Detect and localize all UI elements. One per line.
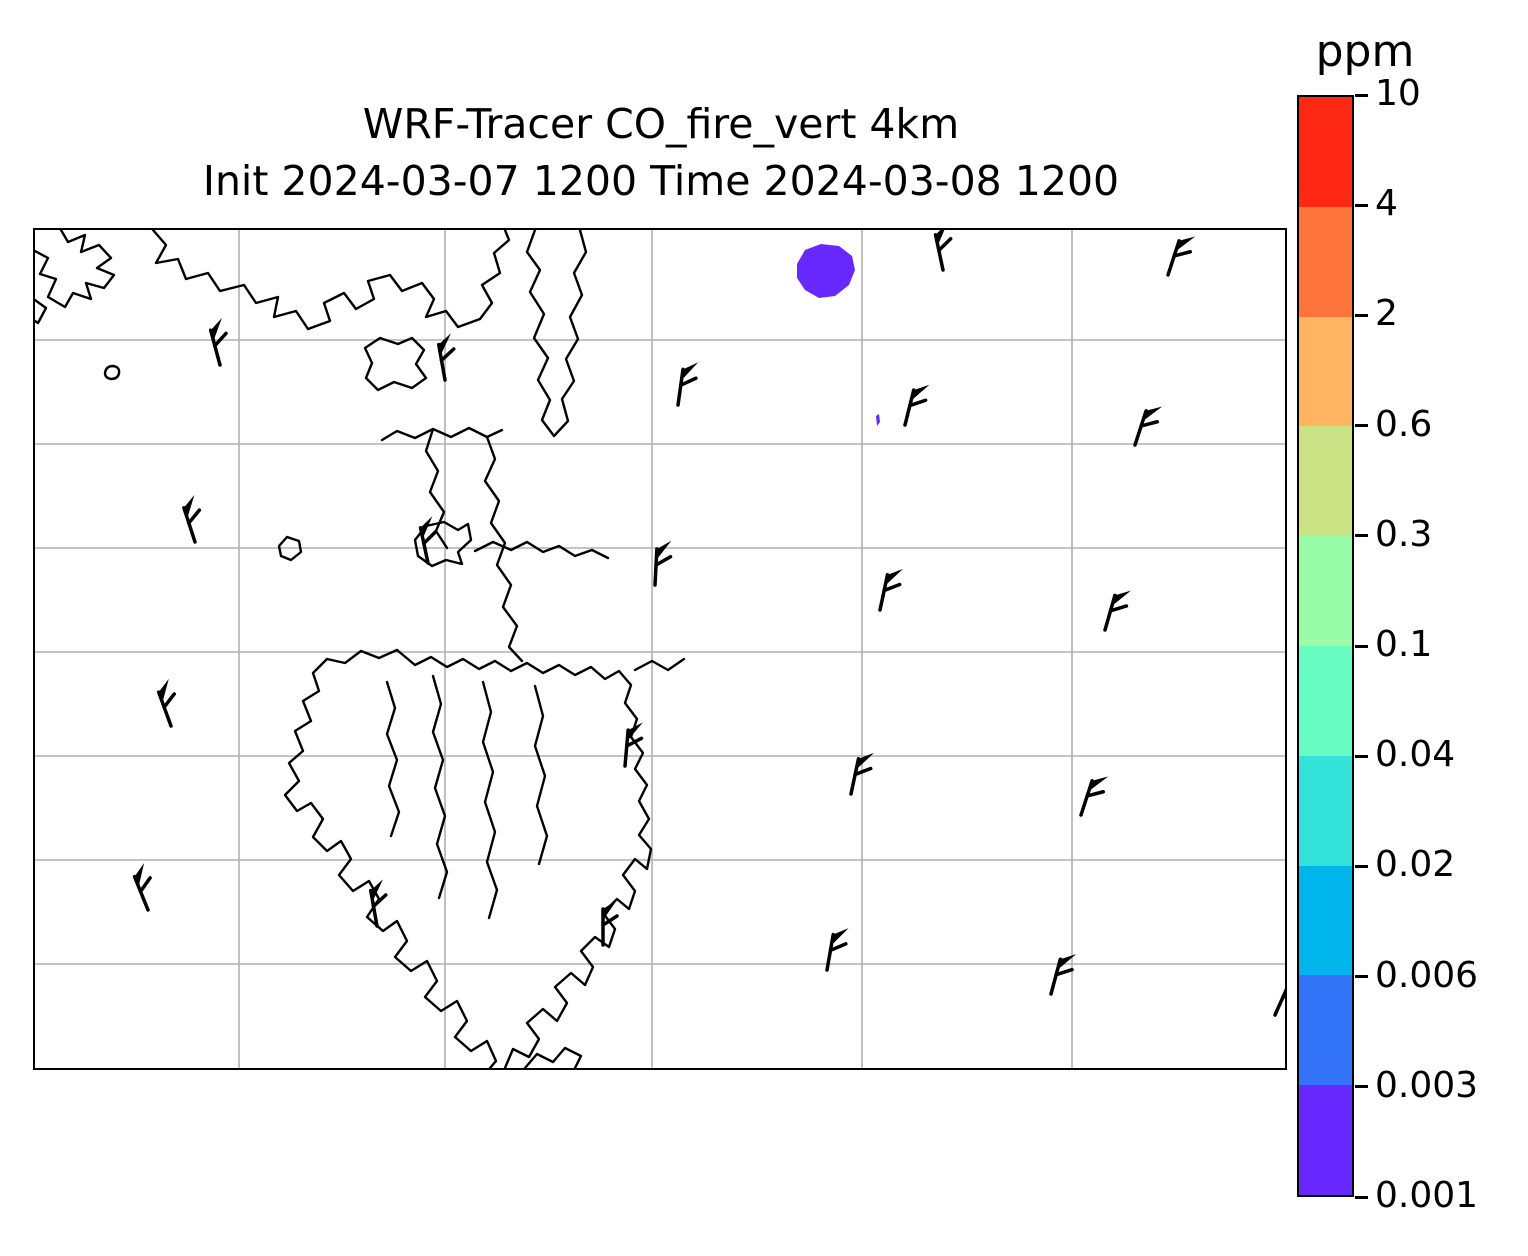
chart-title-line1: WRF-Tracer CO_fire_vert 4km	[362, 100, 960, 148]
colorbar-segment	[1299, 645, 1352, 756]
wind-barb	[436, 333, 456, 382]
colorbar-tickmark	[1355, 1085, 1368, 1089]
coastline	[35, 230, 116, 309]
wind-barb	[676, 362, 699, 407]
colorbar-tickmark	[1355, 203, 1368, 207]
wind-barb	[1079, 776, 1109, 817]
colorbar-tick-label: 2	[1375, 293, 1398, 335]
wind-barb	[418, 516, 438, 565]
wind-barb	[933, 230, 953, 272]
colorbar-tickmark	[1355, 93, 1368, 97]
wind-barb	[825, 928, 849, 972]
wind-barb	[208, 317, 228, 367]
colorbar-tick-label: 0.003	[1375, 1064, 1479, 1106]
coastline	[525, 230, 588, 438]
colorbar-tickmark	[1355, 1195, 1368, 1199]
wind-barb	[878, 568, 904, 612]
coastline	[277, 535, 303, 562]
coastline	[424, 427, 449, 550]
wind-barb	[1133, 406, 1163, 447]
coastline	[481, 680, 499, 920]
colorbar-segment	[1299, 316, 1352, 427]
coastline	[633, 657, 686, 672]
colorbar-unit-label: ppm	[1315, 26, 1415, 77]
colorbar-tickmark	[1355, 864, 1368, 868]
colorbar-tick-label: 0.3	[1375, 513, 1433, 555]
colorbar-segment	[1299, 536, 1352, 646]
colorbar-tick-label: 0.02	[1375, 844, 1456, 886]
coastline	[385, 680, 401, 838]
colorbar	[1297, 95, 1354, 1197]
colorbar-tickmark	[1355, 975, 1368, 979]
coastline	[533, 684, 549, 866]
colorbar-tick-label: 0.6	[1375, 403, 1433, 445]
wind-barb	[156, 678, 176, 728]
colorbar-tickmark	[1355, 313, 1368, 317]
coastline	[363, 336, 428, 392]
colorbar-tick-label: 0.04	[1375, 734, 1456, 776]
colorbar-tickmark	[1355, 754, 1368, 758]
wind-barb	[1273, 980, 1285, 1017]
coastline	[151, 230, 511, 331]
colorbar-segment	[1299, 975, 1352, 1086]
wind-barb	[1166, 236, 1196, 277]
wind-barb	[368, 879, 388, 928]
colorbar-tick-label: 0.006	[1375, 954, 1479, 996]
coastline	[283, 648, 498, 1068]
map-axes	[33, 228, 1287, 1070]
colorbar-segment	[1299, 1085, 1352, 1195]
chart-title-line2: Init 2024-03-07 1200 Time 2024-03-08 120…	[202, 156, 1120, 205]
colorbar-tick-label: 0.1	[1375, 624, 1433, 665]
coastline	[103, 364, 121, 381]
chart-title: WRF-Tracer CO_fire_vert 4km Init 2024-03…	[36, 96, 1286, 209]
coastline	[413, 520, 473, 568]
coastline	[35, 298, 48, 325]
wind-barb	[182, 494, 202, 544]
wind-barb	[903, 384, 930, 427]
coastline	[483, 435, 524, 663]
colorbar-segment	[1299, 755, 1352, 866]
wind-barb	[132, 863, 152, 912]
colorbar-segment	[1299, 97, 1352, 207]
coastline	[473, 540, 610, 560]
coastline	[523, 1046, 583, 1068]
wind-barb	[601, 900, 619, 947]
wind-barb	[653, 540, 673, 587]
wind-barb	[1103, 590, 1131, 632]
colorbar-tick-label: 0.001	[1375, 1175, 1479, 1216]
coastline	[395, 648, 653, 1068]
colorbar-tickmark	[1355, 424, 1368, 428]
coastline	[431, 674, 449, 900]
colorbar-tick-label: 4	[1375, 183, 1398, 225]
map-canvas	[35, 230, 1285, 1068]
colorbar-tickmark	[1355, 644, 1368, 648]
colorbar-tick-label: 10	[1375, 73, 1421, 114]
colorbar-segment	[1299, 865, 1352, 976]
colorbar-tickmark	[1355, 534, 1368, 538]
colorbar-segment	[1299, 206, 1352, 317]
tracer-plume	[797, 244, 855, 298]
colorbar-segment	[1299, 426, 1352, 537]
coastline	[380, 426, 504, 442]
tracer-plume-speck	[876, 414, 880, 426]
